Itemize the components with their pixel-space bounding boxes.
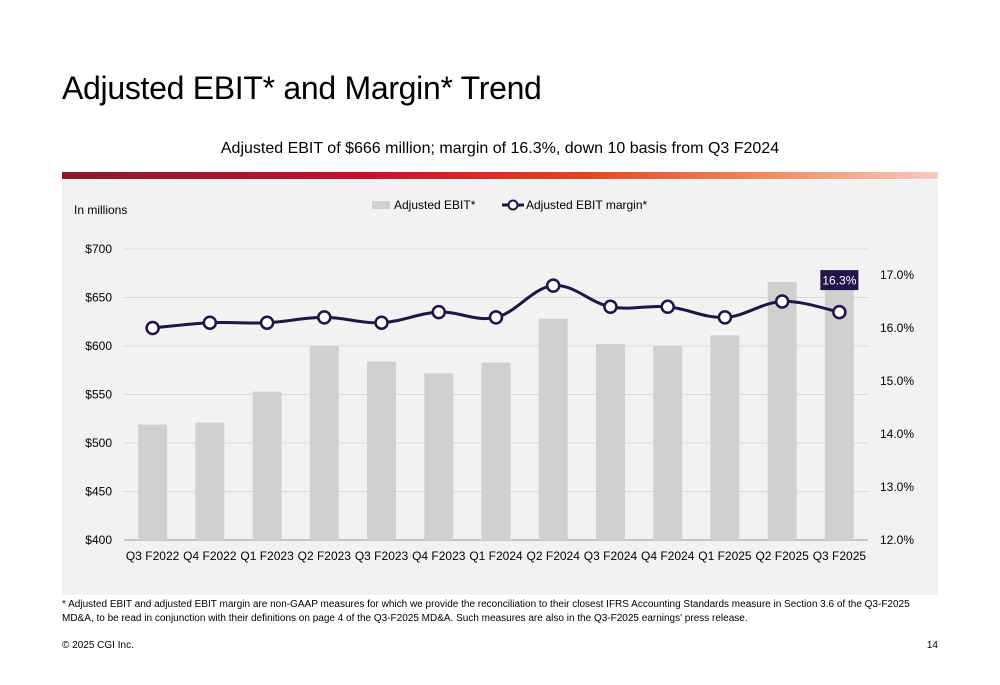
x-tick-label: Q2 F2023 [298,549,352,563]
right-axis-ticks: 12.0% 13.0% 14.0% 15.0% 16.0% 17.0% [880,268,914,547]
footnote: * Adjusted EBIT and adjusted EBIT margin… [62,599,910,624]
x-tick-label: Q3 F2023 [355,549,409,563]
margin-point [145,320,160,336]
left-tick-label: $650 [85,291,112,305]
right-tick-label: 17.0% [880,268,914,282]
margin-point [374,315,389,330]
annotation-box [820,270,859,291]
x-tick-label: Q4 F2023 [412,549,466,563]
bar-series [138,281,854,540]
margin-point [660,299,675,315]
bar [767,281,797,540]
bar [824,281,854,540]
annotation: 16.3% [820,270,859,291]
y-axis-label: In millions [74,203,127,217]
margin-point [717,310,733,325]
page-title: Adjusted EBIT* and Margin* Trend [62,70,542,106]
bar [653,346,683,540]
margin-point [488,310,504,325]
x-tick-label: Q1 F2024 [469,549,523,563]
bar [309,346,339,540]
right-tick-label: 14.0% [880,427,914,441]
page-number: 14 [926,640,938,651]
left-tick-label: $700 [85,242,112,256]
left-tick-label: $450 [85,485,112,499]
margin-point [603,299,618,315]
x-tick-label: Q1 F2025 [698,549,752,563]
margin-point [317,310,332,325]
bar [424,373,454,540]
copyright: © 2025 CGI Inc. [62,640,134,651]
x-axis-ticks: Q3 F2022 Q4 F2022 Q1 F2023 Q2 F2023 Q3 F2023… [126,549,866,563]
margin-point [431,304,447,320]
legend-line-marker [507,199,519,211]
legend: Adjusted EBIT* Adjusted EBIT margin* [372,198,648,212]
bar [195,422,225,540]
left-tick-label: $550 [85,388,112,402]
x-tick-label: Q2 F2025 [755,549,809,563]
legend-bar-label: Adjusted EBIT* [394,198,476,212]
chart-subtitle: Adjusted EBIT of $666 million; margin of… [220,140,780,157]
line-series [145,278,847,336]
x-tick-label: Q3 F2022 [126,549,180,563]
left-axis-ticks: $400 $450 $500 $550 $600 $650 $700 [85,242,112,547]
x-tick-label: Q4 F2024 [641,549,695,563]
margin-point [202,315,218,330]
bar [710,335,740,540]
right-tick-label: 12.0% [880,533,914,547]
chart-panel: $400 $450 $500 $550 $600 $650 $700 12.0% 13.0% 1… [62,180,938,595]
x-tick-label: Q3 F2024 [584,549,638,563]
left-tick-label: $500 [85,436,112,450]
x-tick-label: Q4 F2022 [183,549,237,563]
margin-point [832,304,847,320]
right-tick-label: 16.0% [880,321,914,335]
x-tick-label: Q2 F2024 [527,549,581,563]
bar [595,344,625,540]
bar [138,424,168,540]
margin-point [259,315,275,330]
left-tick-label: $600 [85,339,112,353]
bar [252,391,282,540]
x-tick-label: Q1 F2023 [240,549,294,563]
legend-line-label: Adjusted EBIT margin* [526,198,648,212]
decorative-gradient-bar [62,172,938,179]
bar [481,362,511,540]
margin-point [774,294,790,309]
legend-bar-swatch [372,201,390,209]
left-tick-label: $400 [85,533,112,547]
margin-point [545,278,561,293]
bar [538,318,568,540]
right-tick-label: 15.0% [880,374,914,388]
combo-chart: $400$450$500$550$600$650$700 12.0%13.0%1… [74,198,914,563]
annotation-label: 16.3% [822,274,856,288]
x-tick-label: Q3 F2025 [813,549,867,563]
right-tick-label: 13.0% [880,480,914,494]
bar [367,361,397,540]
